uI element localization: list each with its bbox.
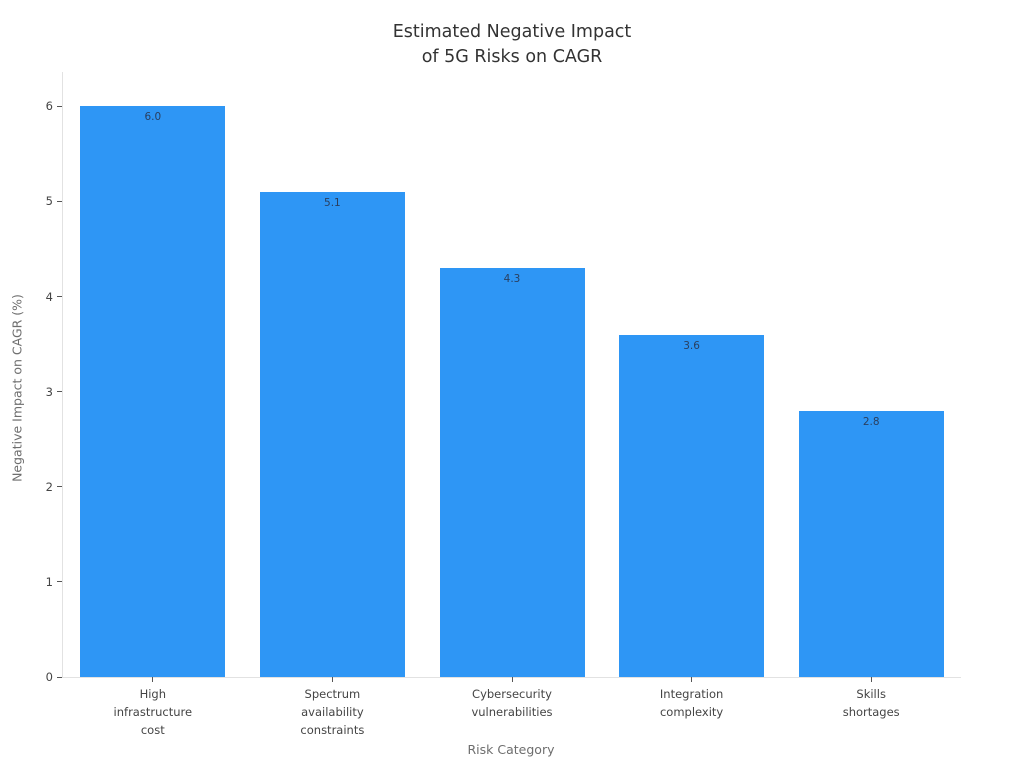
- bar-value-label: 2.8: [862, 415, 880, 428]
- bar-value-label: 3.6: [683, 339, 700, 352]
- y-tick-mark: [57, 486, 62, 488]
- x-tick-mark: [152, 677, 154, 682]
- x-tick-mark: [870, 677, 872, 682]
- y-tick-label: 5: [45, 194, 53, 209]
- bar-value-label: 5.1: [324, 196, 341, 209]
- y-tick-label: 2: [45, 479, 53, 494]
- bar[interactable]: 3.6: [619, 334, 765, 677]
- y-tick-mark: [57, 105, 62, 107]
- bar[interactable]: 5.1: [259, 191, 405, 677]
- x-tick-label: Skills shortages: [842, 687, 900, 719]
- y-tick-label: 6: [45, 99, 53, 114]
- y-tick-mark: [57, 391, 62, 393]
- y-tick-mark: [57, 200, 62, 202]
- x-tick-mark: [511, 677, 513, 682]
- bar[interactable]: 2.8: [798, 410, 944, 677]
- x-tick-label: High infrastructure cost: [113, 687, 193, 737]
- chart-title: Estimated Negative Impact of 5G Risks on…: [392, 22, 632, 68]
- plot-area: 0 1 2 3 4 5 6 6.0 High infrastructure cost 5.1 Spe…: [46, 72, 961, 737]
- y-tick-label: 0: [45, 670, 53, 684]
- bar[interactable]: 6.0: [80, 106, 226, 677]
- y-tick-mark: [57, 296, 62, 297]
- y-axis-title: Negative Impact on CAGR (%): [9, 294, 25, 482]
- x-tick-mark: [331, 677, 333, 682]
- y-tick-mark: [57, 676, 62, 678]
- bar-value-label: 4.3: [503, 272, 521, 285]
- x-tick-label: Spectrum availability constraints: [300, 687, 365, 737]
- x-axis-title: Risk Category: [467, 742, 555, 757]
- x-tick-label: Cybersecurity vulnerabilities: [471, 687, 553, 719]
- bar[interactable]: 4.3: [439, 267, 585, 677]
- x-tick-label: Integration complexity: [659, 687, 724, 719]
- y-tick-label: 3: [45, 384, 53, 399]
- x-tick-mark: [691, 677, 693, 682]
- bar-value-label: 6.0: [144, 111, 162, 124]
- y-tick-label: 4: [45, 289, 53, 304]
- y-tick-label: 1: [45, 574, 53, 589]
- y-tick-mark: [57, 581, 62, 583]
